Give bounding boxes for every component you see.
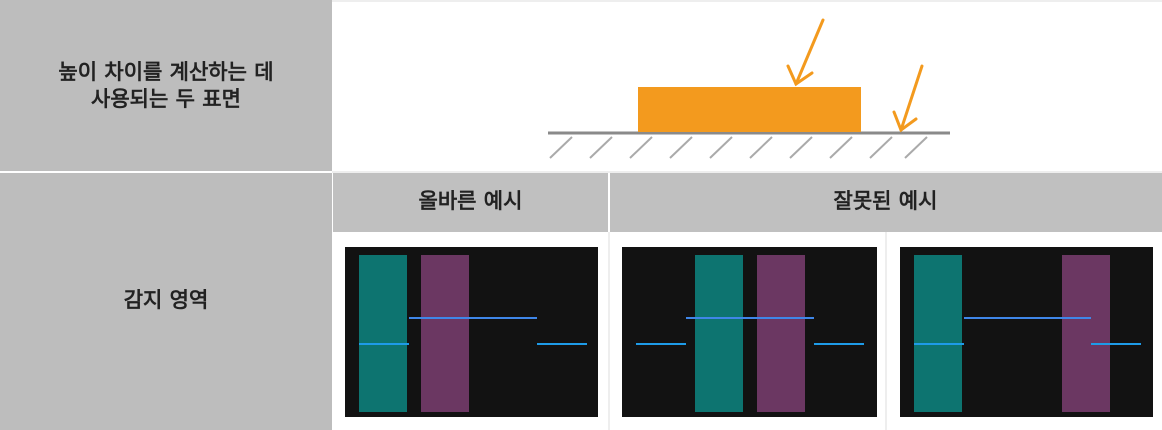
row-label: 높이 차이를 계산하는 데 사용되는 두 표면 [58,59,274,111]
panel-wrong-2 [900,247,1153,417]
column-header: 올바른 예시 [418,189,523,214]
row-label: 감지 영역 [123,288,209,313]
surface-diagram [548,18,950,159]
panel-correct [345,247,598,417]
label-column [0,0,332,430]
column-header: 잘못된 예시 [833,189,938,214]
panel-wrong-1 [622,247,877,417]
subheader-bg [333,173,1162,232]
